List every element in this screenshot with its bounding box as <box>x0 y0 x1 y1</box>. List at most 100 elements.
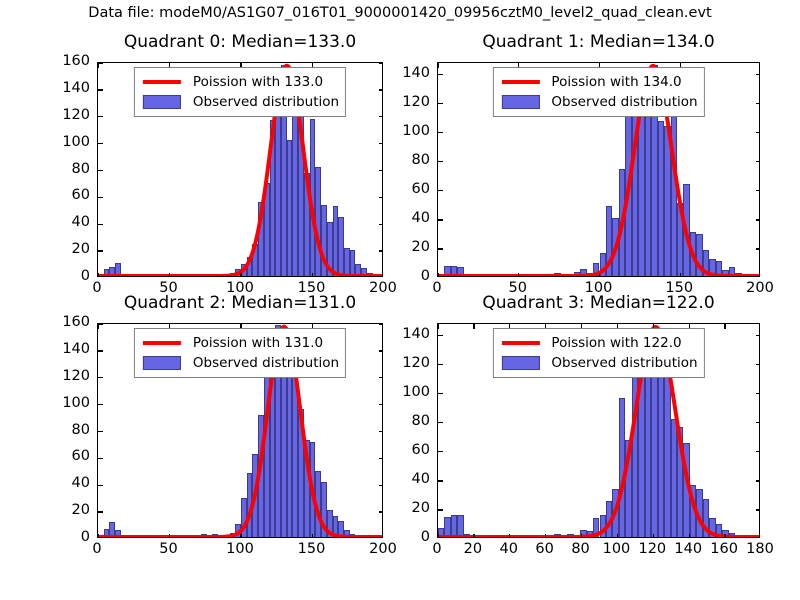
y-tick-mark <box>379 63 382 64</box>
x-tick-label: 50 <box>159 280 178 296</box>
x-tick-label: 200 <box>369 541 397 557</box>
legend-quadrant-0[interactable]: Poission with 133.0 Observed distribution <box>133 67 347 117</box>
x-tick-mark <box>688 534 690 537</box>
y-tick-mark <box>98 142 103 145</box>
legend-line-swatch-icon <box>498 79 542 85</box>
legend-label: Poission with 122.0 <box>551 335 682 351</box>
x-tick-label: 40 <box>499 541 518 557</box>
x-tick-mark <box>545 324 547 329</box>
y-tick-mark <box>756 132 759 134</box>
legend-item: Observed distribution <box>498 92 698 112</box>
legend-label: Observed distribution <box>551 355 698 371</box>
y-tick-label: 140 <box>402 325 430 342</box>
legend-item: Poission with 133.0 <box>140 72 339 92</box>
x-tick-mark <box>311 273 314 276</box>
y-tick-label: 140 <box>62 79 90 96</box>
y-tick-label: 80 <box>411 412 430 429</box>
y-tick-mark <box>98 63 103 64</box>
y-tick-mark <box>756 73 759 76</box>
x-tick-label: 150 <box>297 541 326 557</box>
y-tick-mark <box>438 451 443 453</box>
legend-quadrant-2[interactable]: Poission with 131.0 Observed distribution <box>133 328 347 378</box>
x-tick-mark <box>580 324 583 329</box>
y-tick-mark <box>379 116 382 118</box>
x-tick-mark <box>652 534 654 537</box>
y-tick-label: 40 <box>71 475 90 492</box>
histogram-bar <box>735 535 742 537</box>
y-tick-label: 120 <box>62 106 90 123</box>
legend-line-swatch-icon <box>498 340 542 346</box>
legend-quadrant-1[interactable]: Poission with 134.0 Observed distribution <box>492 67 705 117</box>
x-tick-mark <box>688 324 690 329</box>
y-tick-label: 60 <box>411 441 430 458</box>
y-tick-label: 100 <box>62 133 90 150</box>
y-tick-mark <box>379 430 382 433</box>
y-tick-label: 160 <box>62 53 90 69</box>
y-tick-mark <box>756 364 759 366</box>
x-tick-mark <box>438 324 439 329</box>
y-tick-mark <box>438 393 443 395</box>
y-tick-mark <box>438 161 443 163</box>
x-tick-label: 150 <box>665 280 694 296</box>
figure-title: Data file: modeM0/AS1G07_016T01_90000014… <box>88 5 712 21</box>
x-tick-mark <box>679 63 681 68</box>
x-tick-label: 0 <box>92 280 102 296</box>
y-tick-mark <box>438 190 443 192</box>
plot-inner-quadrant-1: Poission with 134.0 Observed distribution <box>438 63 759 276</box>
y-tick-mark <box>438 422 443 424</box>
x-tick-mark <box>168 534 171 537</box>
legend-item: Observed distribution <box>140 92 339 112</box>
legend-patch-swatch-icon <box>498 356 542 370</box>
x-tick-label: 180 <box>746 541 774 557</box>
y-tick-mark <box>438 334 443 337</box>
y-tick-label: 40 <box>411 209 430 226</box>
y-tick-label: 60 <box>71 448 90 465</box>
x-tick-mark <box>168 273 171 276</box>
y-tick-mark <box>98 377 103 379</box>
y-tick-mark <box>379 511 382 513</box>
x-tick-mark <box>240 534 242 537</box>
y-tick-mark <box>379 169 382 172</box>
y-tick-mark <box>756 190 759 192</box>
x-tick-label: 20 <box>463 541 483 557</box>
y-tick-label: 20 <box>411 499 430 516</box>
y-tick-mark <box>379 484 382 486</box>
y-tick-mark <box>98 324 103 325</box>
y-tick-mark <box>98 457 103 460</box>
x-tick-label: 0 <box>432 280 442 296</box>
y-tick-mark <box>438 103 443 105</box>
x-tick-label: 50 <box>508 280 527 296</box>
y-tick-label: 80 <box>411 151 430 168</box>
y-tick-mark <box>98 196 103 199</box>
legend-quadrant-3[interactable]: Poission with 122.0 Observed distribution <box>492 328 705 378</box>
x-tick-mark <box>168 324 171 329</box>
y-tick-mark <box>438 248 443 250</box>
subplot-title-quadrant-0: Quadrant 0: Median=133.0 <box>123 32 357 52</box>
y-tick-label: 0 <box>420 529 430 545</box>
legend-item: Poission with 134.0 <box>498 72 697 92</box>
y-tick-mark <box>756 219 759 221</box>
x-tick-label: 160 <box>710 541 738 557</box>
x-tick-mark <box>438 63 439 68</box>
x-tick-mark <box>724 534 726 537</box>
legend-label: Poission with 134.0 <box>551 74 682 90</box>
x-tick-label: 80 <box>571 541 590 557</box>
y-tick-mark <box>756 334 759 337</box>
x-tick-mark <box>518 273 520 276</box>
x-tick-mark <box>98 63 99 68</box>
y-tick-mark <box>379 377 382 379</box>
legend-line-swatch-icon <box>140 340 184 346</box>
y-tick-mark <box>98 430 103 433</box>
x-tick-mark <box>652 324 654 329</box>
y-tick-label: 40 <box>411 470 430 487</box>
y-tick-mark <box>379 324 382 325</box>
x-tick-mark <box>438 273 439 276</box>
y-tick-mark <box>756 161 759 163</box>
y-tick-mark <box>379 196 382 199</box>
legend-line-swatch-icon <box>140 79 184 85</box>
y-tick-label: 0 <box>80 529 90 545</box>
